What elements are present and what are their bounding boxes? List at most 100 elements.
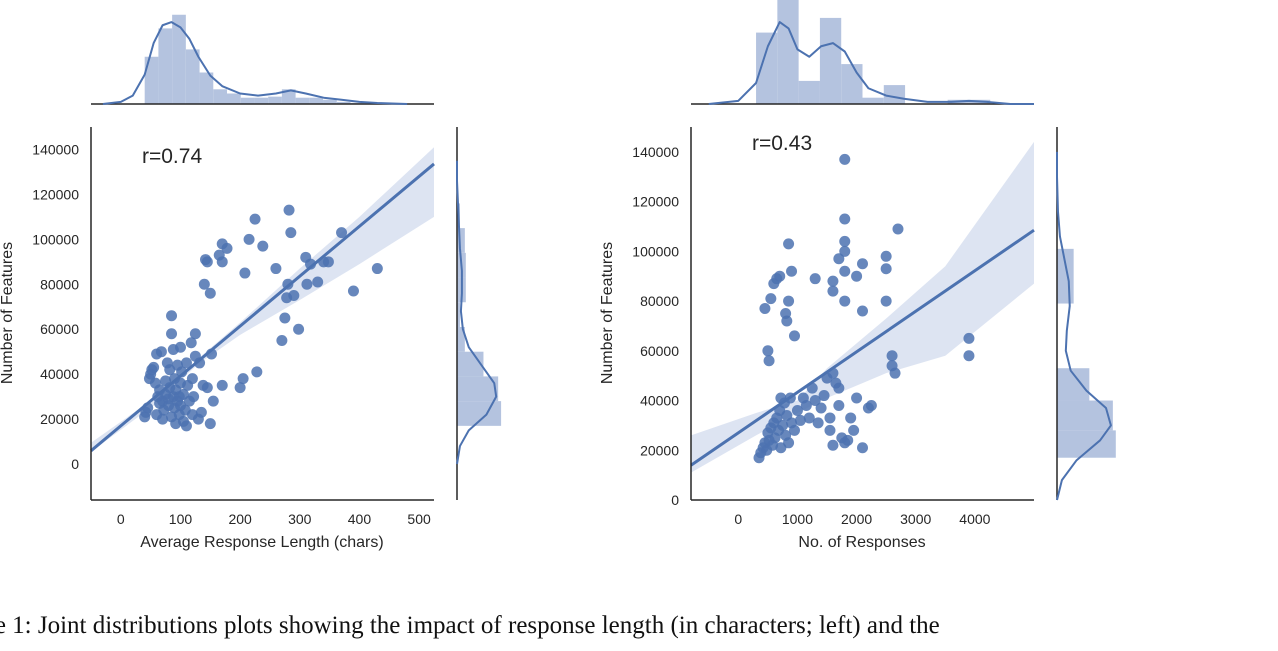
top-kde-curve (102, 21, 408, 105)
top-histogram-bar (213, 89, 228, 104)
y-tick-label: 140000 (32, 141, 79, 157)
top-histogram-bar (323, 99, 337, 104)
y-tick-label: 100000 (32, 231, 79, 247)
scatter-points (139, 204, 383, 432)
x-axis-label: No. of Responses (798, 534, 925, 551)
scatter-point (857, 258, 868, 270)
scatter-point (786, 265, 798, 277)
top-histogram-bar (185, 49, 200, 104)
right-kde-line (456, 160, 498, 465)
scatter-point (204, 418, 216, 430)
scatter-point (827, 285, 839, 297)
right-histogram-bar (1057, 430, 1116, 458)
scatter-point (371, 263, 383, 275)
scatter-point (818, 390, 830, 402)
y-tick-label: 100000 (632, 243, 679, 259)
x-tick-label: 500 (407, 511, 431, 527)
scatter-point (833, 400, 845, 412)
scatter-points (753, 153, 975, 464)
scatter-point (783, 295, 795, 307)
top-histogram-bar (841, 64, 863, 104)
scatter-point (239, 267, 251, 279)
top-histogram-bar (295, 97, 310, 104)
scatter-point (788, 424, 800, 436)
scatter-point (845, 412, 857, 424)
scatter-point (180, 357, 192, 369)
scatter-point (892, 223, 904, 235)
scatter-point (205, 348, 217, 360)
y-tick-label: 80000 (640, 293, 679, 309)
scatter-point (763, 355, 775, 367)
y-tick-label: 0 (671, 492, 679, 508)
scatter-point (788, 330, 800, 342)
scatter-point (188, 391, 200, 403)
scatter-point (301, 278, 313, 290)
scatter-point (827, 439, 839, 451)
scatter-point (166, 328, 178, 340)
scatter-point (195, 406, 207, 418)
scatter-point (166, 310, 178, 322)
scatter-point (201, 382, 213, 394)
scatter-point (305, 258, 317, 270)
y-tick-label: 120000 (32, 186, 79, 202)
scatter-point (857, 305, 868, 317)
scatter-point (288, 290, 300, 302)
scatter-point (812, 417, 824, 429)
regression-fit-line (690, 228, 1035, 467)
axes-spines (690, 127, 1034, 501)
y-tick-label: 20000 (640, 442, 679, 458)
y-tick-label: 60000 (640, 343, 679, 359)
top-histogram-bar (819, 17, 842, 104)
confidence-band-area (691, 141, 1034, 473)
scatter-point (251, 366, 263, 378)
scatter-point (237, 373, 249, 385)
top-histogram-bar (254, 97, 269, 104)
top-histogram-bar (227, 93, 241, 104)
scatter-point (783, 437, 795, 449)
scatter-point (185, 337, 197, 349)
scatter-point (839, 153, 851, 165)
scatter-point (889, 367, 901, 379)
correlation-annotation: r=0.43 (752, 132, 812, 155)
right-histogram-bar (1057, 248, 1074, 304)
scatter-point (204, 287, 216, 299)
top-histogram-bar (158, 28, 173, 104)
y-tick-label: 120000 (632, 194, 679, 210)
scatter-point (201, 256, 213, 268)
scatter-point (336, 227, 348, 239)
scatter-point (216, 256, 228, 268)
scatter-point (963, 350, 975, 362)
scatter-point (777, 419, 789, 431)
scatter-point (851, 270, 863, 282)
tick-labels: 0 100 200 300 400 500 0 20000 40000 60000 80000 100… (32, 141, 431, 527)
y-tick-label: 60000 (40, 321, 79, 337)
top-histogram-bar (172, 14, 186, 104)
top-histogram (91, 14, 434, 105)
top-histogram-bar (309, 97, 324, 104)
scatter-point (142, 402, 154, 414)
scatter-point (176, 366, 188, 378)
scatter-point (234, 382, 246, 394)
top-histogram-bar (883, 85, 906, 104)
right-histogram-bar (457, 302, 460, 327)
scatter-point (880, 295, 892, 307)
scatter-point (283, 204, 295, 216)
scatter-point (833, 382, 845, 394)
scatter-point (783, 238, 795, 250)
scatter-point (839, 245, 851, 257)
right-histogram-bar (457, 326, 465, 352)
scatter-point (886, 350, 898, 362)
right-histogram (456, 127, 502, 500)
y-axis-label: Number of Features (599, 242, 616, 384)
scatter-point (194, 357, 206, 369)
scatter-point (279, 312, 291, 324)
right-histogram-bar (1057, 400, 1113, 431)
right-histogram-bar (457, 228, 465, 253)
x-tick-label: 400 (348, 511, 372, 527)
top-histogram-bar (798, 80, 820, 104)
scatter-point (827, 367, 839, 379)
y-tick-label: 140000 (632, 144, 679, 160)
scatter-point (781, 315, 793, 327)
scatter-point (824, 412, 836, 424)
top-histogram-bar (268, 96, 282, 104)
